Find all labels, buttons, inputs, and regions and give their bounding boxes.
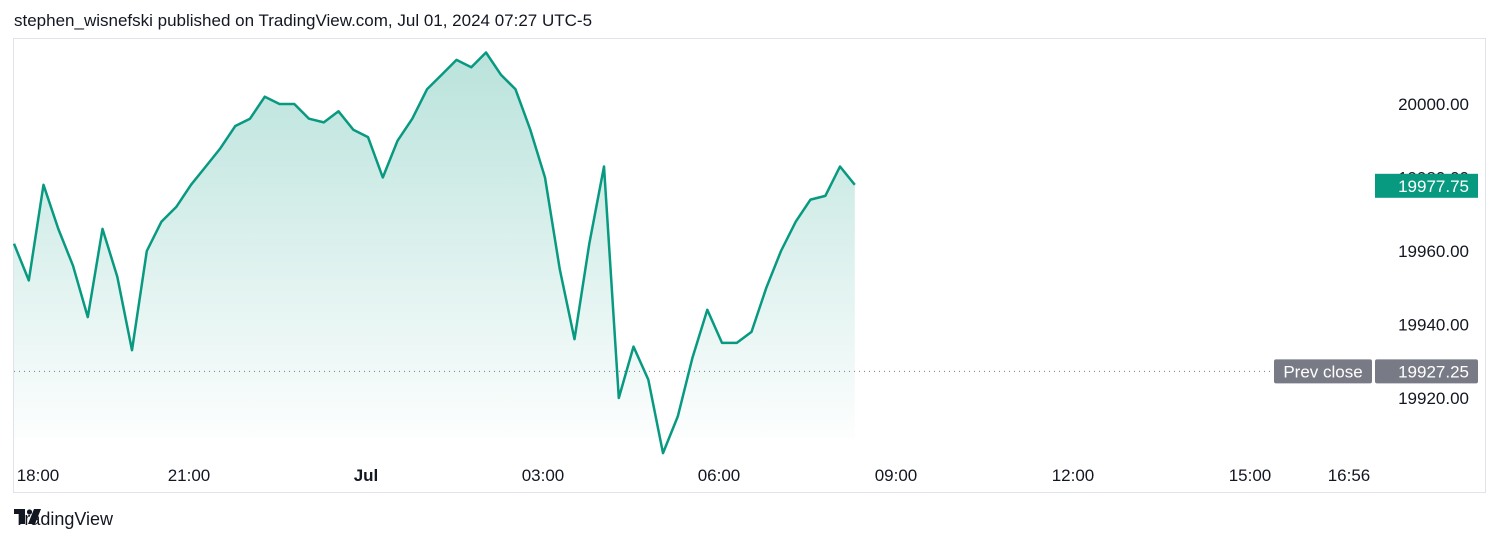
price-line <box>12 51 856 455</box>
x-tick-label: Jul <box>354 466 379 485</box>
x-tick-label: 18:00 <box>17 466 60 485</box>
last-price-label: 19977.75 <box>1398 177 1469 196</box>
x-tick-label: 03:00 <box>522 466 565 485</box>
prev-close-value-label: 19927.25 <box>1398 362 1469 381</box>
last-price-badge <box>1375 173 1478 198</box>
x-tick-label: 21:00 <box>168 466 211 485</box>
y-tick-label: 20000.00 <box>1398 95 1469 114</box>
prev-close-tag <box>1274 359 1372 384</box>
y-tick-label: 19920.00 <box>1398 389 1469 408</box>
chart-frame <box>13 38 1486 493</box>
y-tick-label: 19960.00 <box>1398 242 1469 261</box>
x-tick-label: 09:00 <box>875 466 918 485</box>
prev-close-value-badge <box>1375 359 1478 384</box>
y-tick-label: 19940.00 <box>1398 316 1469 335</box>
x-tick-label: 15:00 <box>1229 466 1272 485</box>
footer: TradingView <box>14 509 113 530</box>
tradingview-logo-icon <box>14 509 41 524</box>
x-tick-label: 12:00 <box>1052 466 1095 485</box>
prev-close-tag-label: Prev close <box>1283 362 1362 381</box>
price-area-fill <box>14 52 855 454</box>
x-tick-label: 06:00 <box>698 466 741 485</box>
chart-header: stephen_wisnefski published on TradingVi… <box>14 11 593 30</box>
x-tick-label: 16:56 <box>1328 466 1371 485</box>
